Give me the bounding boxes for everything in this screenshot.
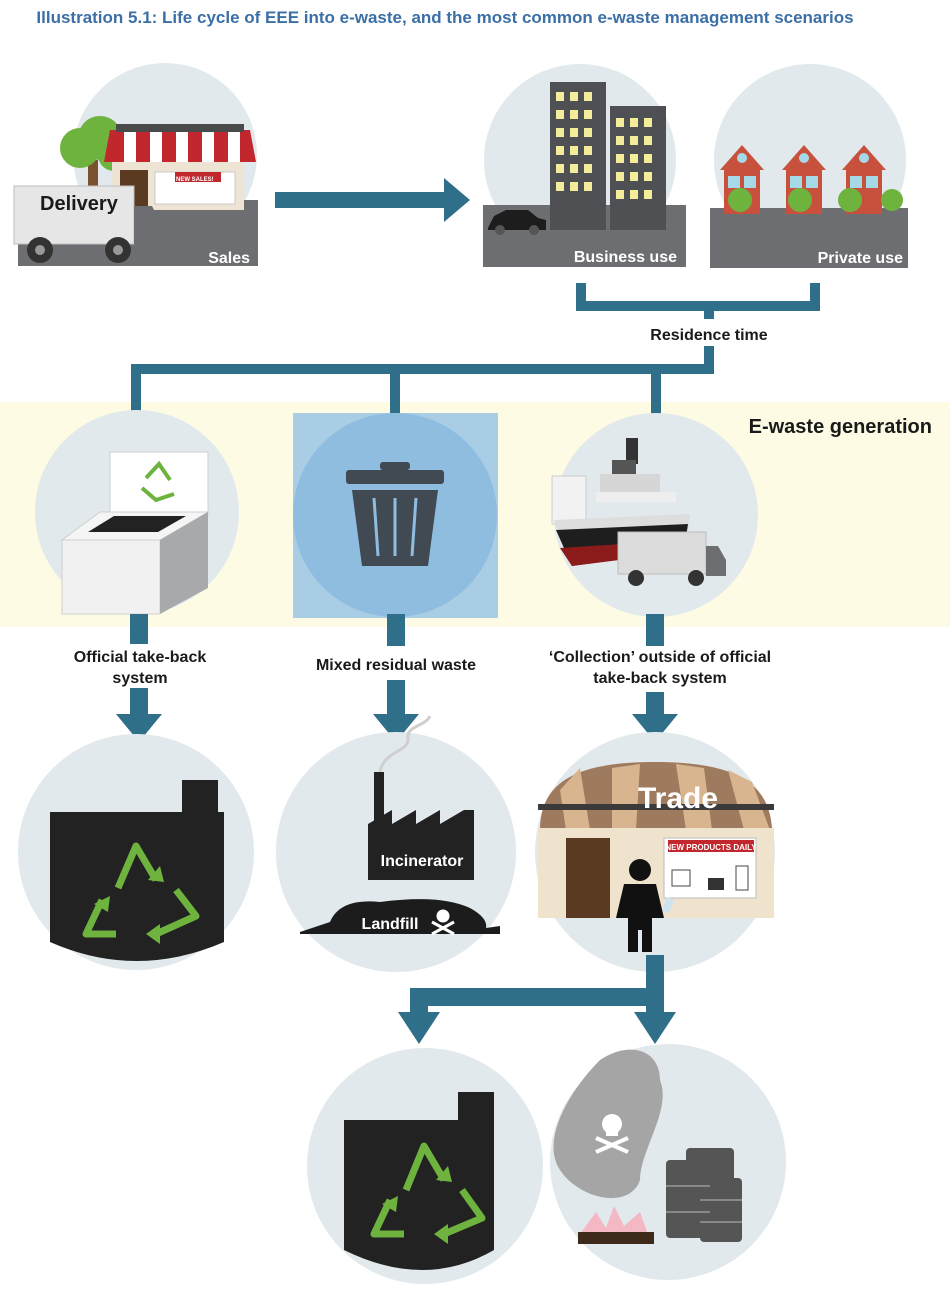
pollution-barrels-panel [550, 1044, 786, 1280]
incinerator-label: Incinerator [381, 853, 464, 870]
trade-label: Trade [638, 782, 718, 815]
residence-time-bracket [576, 283, 820, 319]
sales-panel [13, 63, 258, 266]
business-use-label: Business use [574, 249, 677, 266]
arrow-sales-to-use [275, 178, 470, 222]
private-use-label: Private use [818, 250, 903, 267]
trade-split-arrows [398, 955, 676, 1044]
private-use-panel [710, 64, 908, 268]
sales-label: Sales [208, 250, 250, 267]
delivery-label: Delivery [40, 193, 119, 215]
trade-panel [535, 732, 775, 972]
final-recycling-panel [307, 1048, 543, 1284]
illustration-title: Illustration 5.1: Life cycle of EEE into… [36, 8, 854, 27]
outcome-arrows [116, 614, 678, 742]
mixed-waste-bin-panel [293, 413, 498, 618]
recycling-facility-panel [18, 734, 254, 970]
new-sales-sign: NEW SALES! [176, 177, 214, 183]
ship-truck-panel [551, 413, 758, 617]
residence-time-label: Residence time [650, 327, 767, 344]
incinerator-landfill-panel [276, 715, 516, 972]
trade-shop-sign: NEW PRODUCTS DAILY [665, 843, 757, 852]
e-waste-generation-heading: E-waste generation [749, 416, 932, 438]
collection-outside-label: ‘Collection’ outside of official take-ba… [548, 649, 772, 687]
official-take-back-label: Official take-back system [73, 649, 207, 687]
business-use-panel [483, 64, 686, 267]
landfill-label: Landfill [362, 916, 419, 933]
official-takeback-bin-panel [35, 410, 239, 615]
mixed-residual-waste-label: Mixed residual waste [316, 657, 476, 674]
